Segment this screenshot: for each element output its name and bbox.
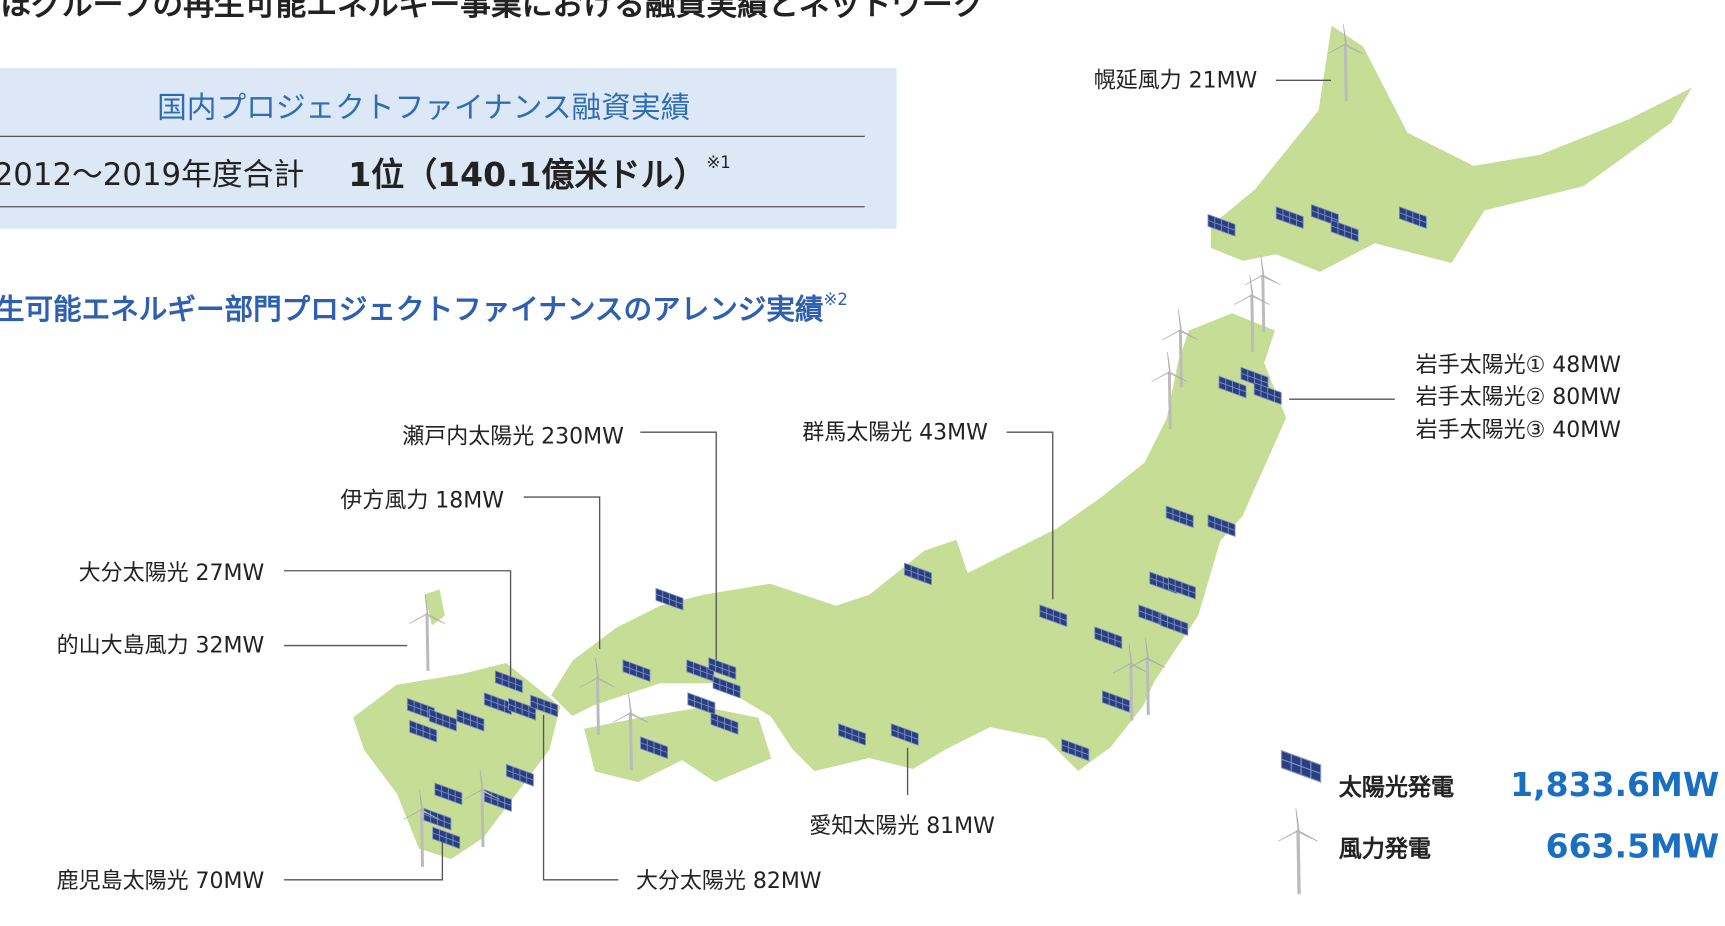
legend-value: 1,833.6MW — [1510, 765, 1719, 804]
project-label: 大分太陽光 27MW — [79, 561, 265, 586]
rank: 1位（140.1億米ドル） — [348, 154, 706, 193]
note-mark: ※2 — [824, 290, 848, 309]
section-title: 生可能エネルギー部門プロジェクトファイナンスのアレンジ実績 — [0, 292, 824, 326]
project-label: 大分太陽光 82MW — [636, 869, 822, 894]
project-label: 幌延風力 21MW — [1094, 68, 1258, 93]
page-title: ほグループの再生可能エネルギー事業における融資実績とネットワーク — [0, 0, 983, 23]
project-label: 伊方風力 18MW — [340, 488, 504, 513]
project-label: 岩手太陽光③ 40MW — [1416, 418, 1622, 443]
shikoku — [582, 705, 774, 784]
legend-value: 663.5MW — [1546, 826, 1720, 865]
leader-lines — [284, 79, 1395, 881]
project-label: 岩手太陽光① 48MW — [1416, 353, 1622, 378]
project-label: 愛知太陽光 81MW — [809, 814, 995, 839]
kyushu — [351, 661, 563, 861]
period: 2012～2019年度合計 — [0, 156, 304, 192]
summary-line: 2012～2019年度合計 1位（140.1億米ドル）※1 — [0, 152, 731, 193]
section-heading: 生可能エネルギー部門プロジェクトファイナンスのアレンジ実績※2 — [0, 290, 848, 326]
summary-box: 国内プロジェクトファイナンス融資実績 2012～2019年度合計 1位（140.1… — [0, 68, 897, 229]
summary-heading: 国内プロジェクトファイナンス融資実績 — [157, 90, 690, 125]
note-mark: ※1 — [706, 152, 730, 171]
summary-bg — [0, 68, 897, 229]
honshu — [549, 311, 1288, 774]
project-label: 鹿児島太陽光 70MW — [57, 869, 265, 894]
project-label: 群馬太陽光 43MW — [802, 420, 988, 445]
legend-label: 太陽光発電 — [1339, 775, 1454, 801]
hokkaido — [1209, 22, 1697, 274]
legend-label: 風力発電 — [1339, 837, 1431, 863]
legend: 太陽光発電 1,833.6MW 風力発電 663.5MW — [1339, 765, 1720, 866]
project-label: 的山大島風力 32MW — [57, 634, 265, 659]
project-labels: 幌延風力 21MW 岩手太陽光① 48MW 岩手太陽光② 80MW 岩手太陽光③… — [57, 68, 1622, 894]
project-label: 瀬戸内太陽光 230MW — [402, 425, 624, 450]
project-label: 岩手太陽光② 80MW — [1416, 385, 1622, 410]
